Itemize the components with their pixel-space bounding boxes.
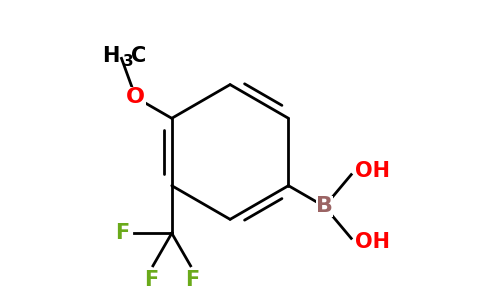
Text: B: B <box>316 196 333 217</box>
Text: F: F <box>185 270 200 290</box>
Text: 3: 3 <box>123 54 134 69</box>
Text: C: C <box>131 46 147 66</box>
Text: OH: OH <box>355 160 390 181</box>
Text: O: O <box>126 88 145 107</box>
Text: H: H <box>102 46 120 66</box>
Text: F: F <box>144 270 158 290</box>
Text: F: F <box>115 223 129 243</box>
Text: OH: OH <box>355 232 390 252</box>
